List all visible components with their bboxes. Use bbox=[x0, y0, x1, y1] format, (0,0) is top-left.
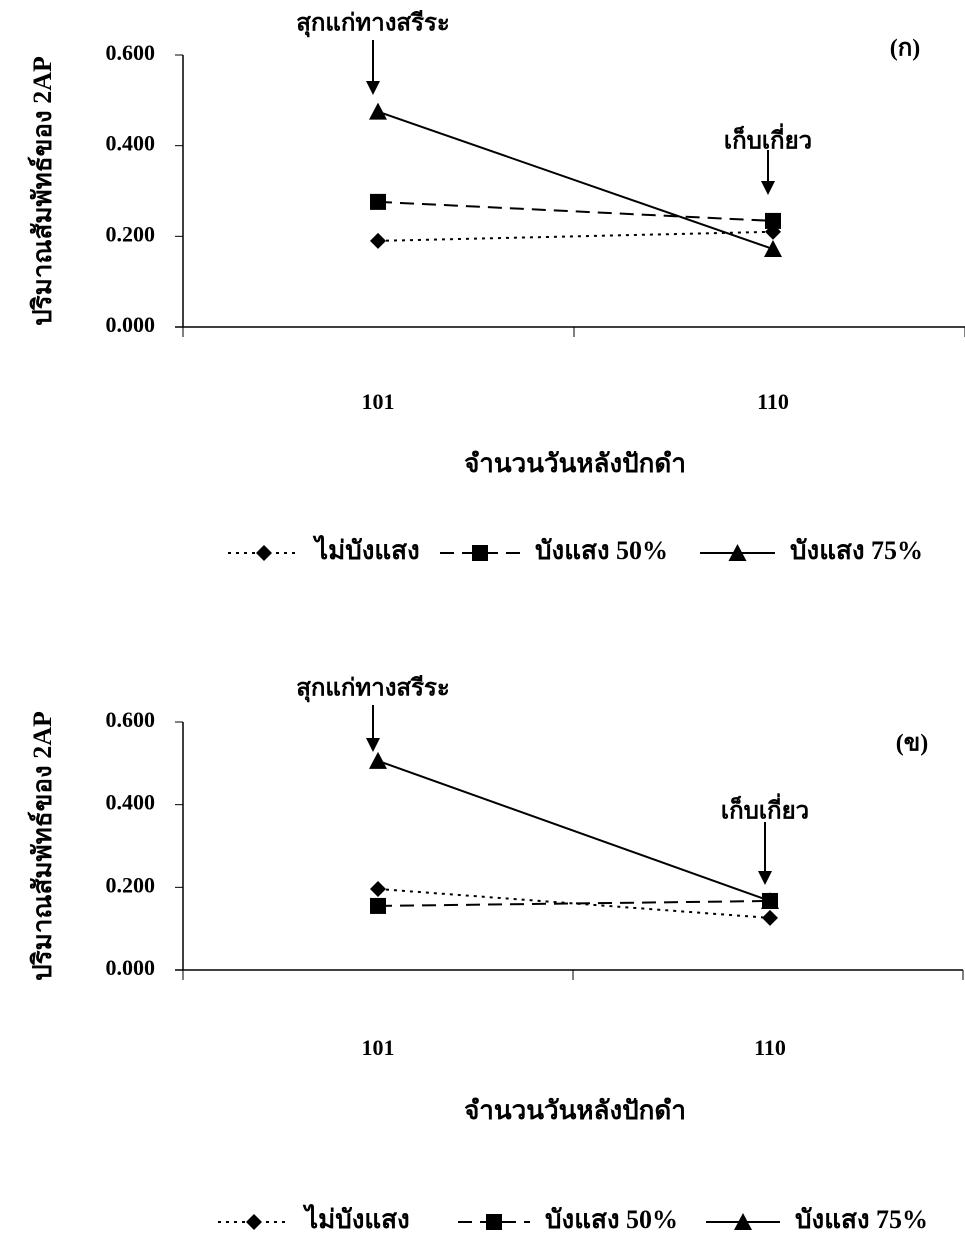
marker bbox=[765, 213, 781, 229]
marker bbox=[370, 881, 386, 897]
panel-label: (ข) bbox=[896, 731, 928, 757]
legend-label: บังแสง 75% bbox=[795, 1205, 928, 1234]
legend-marker bbox=[256, 545, 272, 561]
legend-marker bbox=[486, 1214, 502, 1230]
annotation: สุกแก่ทางสรีระ bbox=[296, 675, 450, 704]
annotation-arrowhead bbox=[366, 738, 380, 752]
x-tick-label: 101 bbox=[362, 1035, 395, 1060]
annotation-arrowhead bbox=[758, 871, 772, 885]
y-tick-label: 0.600 bbox=[106, 40, 156, 65]
y-tick-label: 0.200 bbox=[106, 872, 156, 897]
annotation-arrowhead bbox=[761, 181, 775, 195]
annotation: สุกแก่ทางสรีระ bbox=[296, 10, 450, 39]
series-line bbox=[378, 889, 770, 918]
x-tick-label: 110 bbox=[754, 1035, 786, 1060]
legend-marker bbox=[472, 545, 488, 561]
marker bbox=[762, 910, 778, 926]
marker bbox=[370, 194, 386, 210]
series-line bbox=[378, 112, 773, 249]
y-tick-label: 0.000 bbox=[106, 955, 156, 980]
marker bbox=[370, 233, 386, 249]
legend-label: บังแสง 50% bbox=[535, 536, 668, 565]
y-tick-label: 0.200 bbox=[106, 221, 156, 246]
y-tick-label: 0.600 bbox=[106, 707, 156, 732]
series-line bbox=[378, 232, 773, 241]
annotation-arrowhead bbox=[366, 81, 380, 95]
y-tick-label: 0.000 bbox=[106, 312, 156, 337]
chart: 0.000 0.200 0.400 0.600 101 110 จำนวนวันหลังปั… bbox=[27, 675, 963, 1234]
x-axis-label: จำนวนวันหลังปักดำ bbox=[464, 449, 686, 478]
marker bbox=[369, 752, 387, 769]
series-line bbox=[378, 761, 770, 901]
legend-label: ไม่บังแสง bbox=[302, 1203, 410, 1234]
legend-label: บังแสง 50% bbox=[545, 1205, 678, 1234]
chart: 0.000 0.200 0.400 0.600 101 110 จำนวนวันหลังปั… bbox=[27, 10, 965, 565]
y-axis-label: ปริมาณสัมพัทธ์ของ 2AP bbox=[27, 56, 57, 326]
x-tick-label: 101 bbox=[362, 389, 395, 414]
annotation: เก็บเกี่ยว bbox=[721, 793, 809, 825]
legend-label: ไม่บังแสง bbox=[312, 534, 420, 565]
y-axis-label: ปริมาณสัมพัทธ์ของ 2AP bbox=[27, 711, 57, 981]
panel-label: (ก) bbox=[890, 36, 921, 62]
annotation: เก็บเกี่ยว bbox=[724, 123, 812, 155]
x-tick-label: 110 bbox=[757, 389, 789, 414]
marker bbox=[764, 240, 782, 257]
y-tick-label: 0.400 bbox=[106, 131, 156, 156]
marker bbox=[369, 103, 387, 120]
series-line bbox=[378, 202, 773, 221]
y-tick-label: 0.400 bbox=[106, 790, 156, 815]
legend-label: บังแสง 75% bbox=[790, 536, 923, 565]
legend-marker bbox=[246, 1214, 262, 1230]
series-line bbox=[378, 901, 770, 906]
page: 0.000 0.200 0.400 0.600 101 110 จำนวนวันหลังปั… bbox=[0, 0, 965, 1240]
marker bbox=[370, 898, 386, 914]
x-axis-label: จำนวนวันหลังปักดำ bbox=[464, 1096, 686, 1125]
